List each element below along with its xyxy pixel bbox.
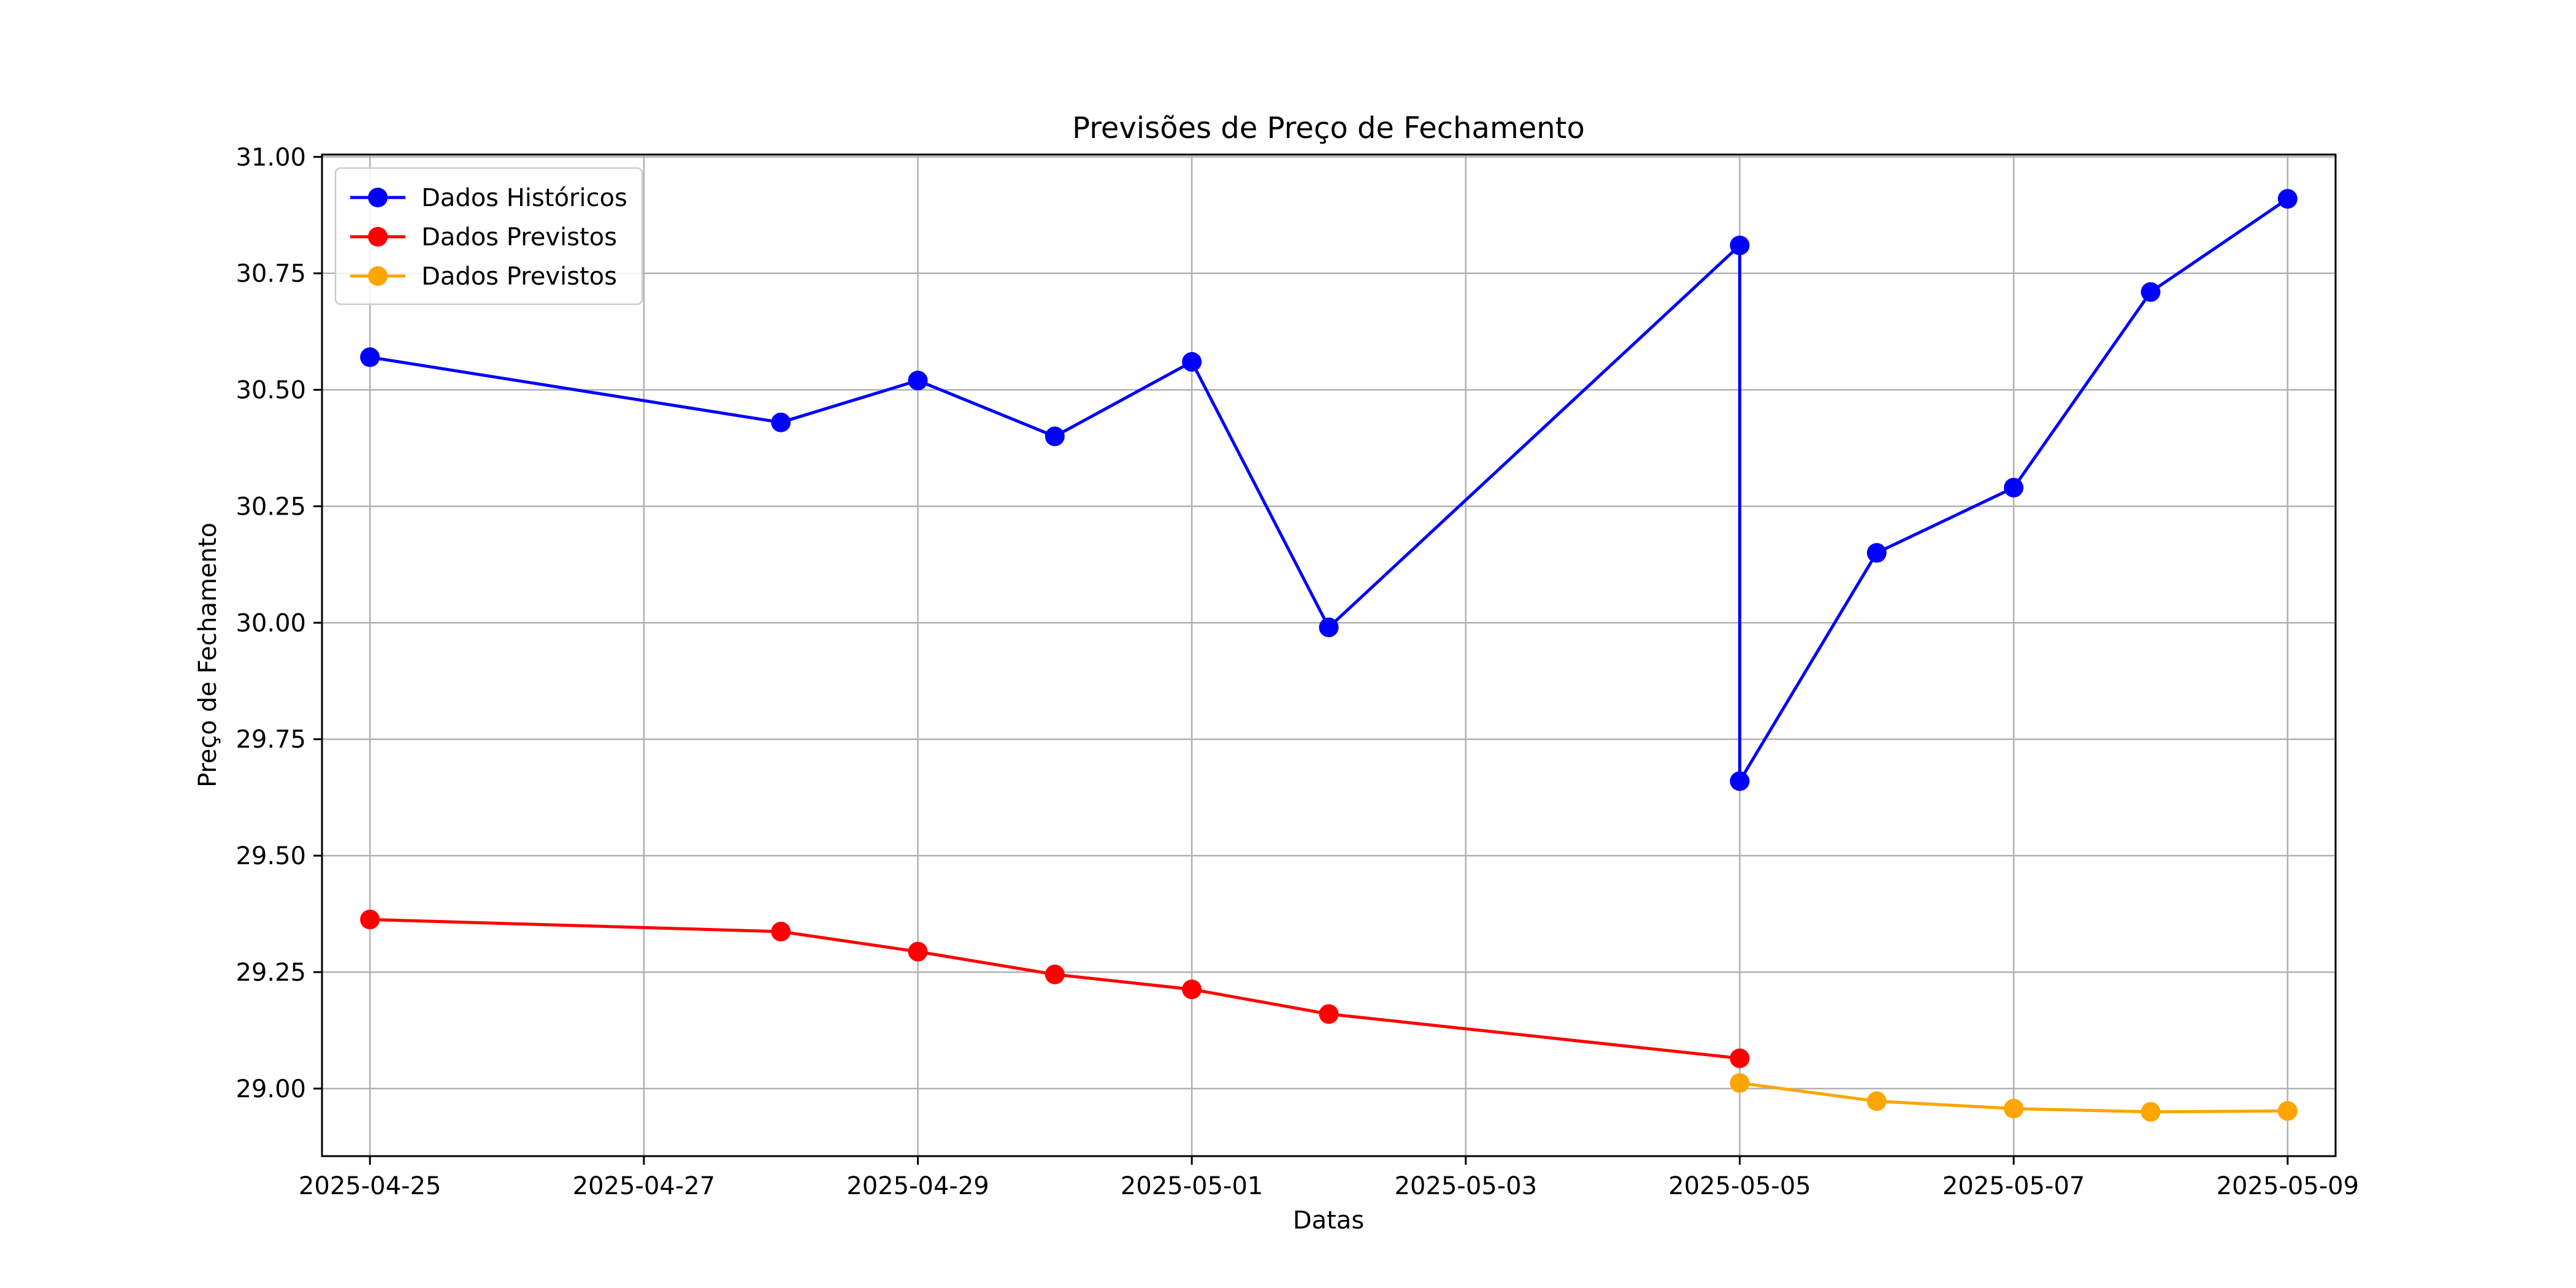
data-point: [771, 412, 791, 432]
legend-label: Dados Previstos: [421, 223, 617, 251]
y-axis-label: Preço de Fechamento: [194, 523, 222, 788]
x-tick-label: 2025-05-07: [1942, 1172, 2085, 1200]
y-tick-label: 29.25: [236, 959, 306, 987]
data-point: [360, 910, 380, 930]
y-tick-label: 30.50: [236, 377, 306, 405]
chart-title: Previsões de Preço de Fechamento: [1072, 111, 1585, 145]
x-tick-label: 2025-05-01: [1121, 1172, 1263, 1200]
data-point: [1319, 617, 1339, 637]
data-point: [908, 370, 928, 391]
legend-marker: [368, 188, 388, 207]
data-point: [1182, 351, 1202, 372]
legend-marker: [368, 266, 388, 286]
x-axis-label: Datas: [1293, 1206, 1364, 1235]
data-point: [2277, 1101, 2298, 1121]
data-point: [2141, 282, 2161, 302]
data-point: [1866, 543, 1887, 563]
data-point: [1866, 1091, 1887, 1111]
data-point: [1730, 236, 1750, 256]
legend-item: Dados Históricos: [350, 184, 627, 212]
x-tick-label: 2025-04-25: [299, 1172, 441, 1200]
y-tick-label: 31.00: [236, 144, 306, 172]
plot-frame: [321, 153, 2337, 1157]
series-layer: [360, 189, 2298, 1122]
data-point: [2004, 1098, 2024, 1119]
y-tick-label: 30.00: [236, 609, 306, 637]
legend-item: Dados Previstos: [350, 223, 617, 251]
x-tick-label: 2025-04-29: [846, 1172, 989, 1200]
legend-marker: [368, 227, 388, 247]
y-tick-label: 29.00: [236, 1075, 306, 1103]
x-tick-label: 2025-05-05: [1668, 1172, 1811, 1200]
data-point: [2141, 1102, 2161, 1122]
series-1: [360, 189, 2298, 791]
series-2: [360, 910, 1750, 1068]
data-point: [1730, 1048, 1750, 1068]
data-point: [1045, 964, 1065, 984]
data-point: [2277, 189, 2298, 209]
y-tick-label: 30.25: [236, 493, 306, 521]
data-point: [2004, 478, 2024, 498]
data-point: [908, 941, 928, 962]
data-point: [1182, 979, 1202, 1000]
legend-label: Dados Previstos: [421, 263, 617, 291]
data-point: [771, 921, 791, 941]
data-point: [360, 347, 380, 367]
data-point: [1045, 426, 1065, 447]
data-point: [1730, 1073, 1750, 1093]
series-line: [369, 197, 2289, 783]
series-3: [1730, 1073, 2298, 1122]
legend-item: Dados Previstos: [350, 263, 617, 291]
x-tick-label: 2025-04-27: [573, 1172, 715, 1200]
y-tick-label: 29.50: [236, 842, 306, 870]
legend-box: [334, 167, 643, 305]
grid-lines: [322, 155, 2336, 1156]
x-tick-label: 2025-05-09: [2217, 1172, 2359, 1200]
y-tick-label: 29.75: [236, 726, 306, 754]
legend: Dados Históricos Dados Previstos Dados Pre…: [334, 167, 643, 305]
x-tick-label: 2025-05-03: [1395, 1172, 1537, 1200]
axis-ticks: 2025-04-25 2025-04-27 2025-04-29 2025-05-01…: [236, 144, 2359, 1200]
legend-label: Dados Históricos: [421, 184, 627, 212]
data-point: [1730, 771, 1750, 791]
y-tick-label: 30.75: [236, 260, 306, 288]
data-point: [1319, 1004, 1339, 1024]
